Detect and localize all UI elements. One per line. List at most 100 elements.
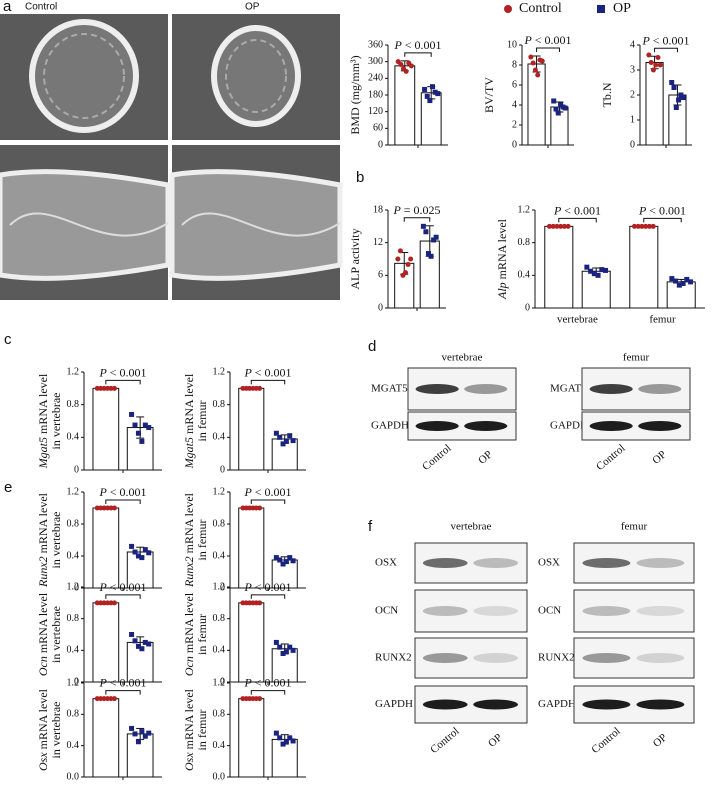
data-point (539, 58, 545, 64)
data-point (108, 385, 114, 391)
significance-bracket (105, 594, 141, 599)
blot-lane-label: OP (650, 449, 668, 467)
data-point (558, 223, 564, 229)
panel-label: f (368, 518, 373, 535)
p-text: < 0.001 (107, 580, 147, 594)
chart: 0 0.4 0.8 1.2 Mgat5 mRNA level in femur P < 0.… (182, 365, 306, 475)
data-point (669, 276, 675, 282)
data-point (591, 271, 597, 277)
significance-bracket (105, 379, 141, 385)
y-tick-label: 0.4 (67, 645, 80, 656)
data-point (588, 268, 594, 274)
bar (238, 602, 265, 683)
image-label: OP (245, 2, 260, 13)
blot-band (473, 606, 519, 616)
blot-row-label: GAPDH (371, 420, 409, 432)
p-symbol: P (98, 485, 107, 499)
bar (92, 387, 120, 471)
y-axis-label: Runx2 mRNA level (36, 492, 50, 588)
chart: 0 0.4 0.8 1.2 Alp mRNA level vertebrae femur P … (495, 203, 705, 326)
bar (581, 270, 611, 309)
blot-title: vertebrae (442, 352, 483, 364)
y-tick-label: 1.2 (67, 677, 80, 688)
data-point (290, 738, 296, 744)
bar (238, 507, 265, 589)
data-point (132, 731, 138, 737)
data-point (528, 54, 534, 60)
significance-bracket (654, 47, 678, 53)
p-symbol: P (243, 675, 252, 689)
data-point (94, 600, 100, 606)
p-text: < 0.001 (252, 580, 292, 594)
p-symbol: P (393, 38, 402, 52)
y-tick-label: 1.2 (518, 204, 531, 215)
p-text: < 0.001 (532, 33, 572, 47)
data-point (290, 558, 296, 564)
significance-bracket (250, 379, 286, 385)
y-axis-label: in femur (195, 401, 209, 442)
data-point (139, 555, 145, 561)
data-point (135, 553, 141, 559)
data-point (562, 105, 568, 111)
panel-label: d (368, 338, 376, 355)
x-tick-label: vertebrae (557, 314, 598, 326)
y-tick-label: 240 (368, 73, 383, 84)
p-value: P < 0.001 (98, 485, 146, 499)
y-tick-label: 0.4 (213, 645, 226, 656)
y-tick-label: 1.2 (213, 486, 226, 497)
blot-frame (573, 589, 695, 633)
y-axis-gene: Osx (36, 752, 50, 771)
data-point (146, 730, 152, 736)
data-point (408, 63, 414, 69)
data-point (135, 643, 141, 649)
y-tick-label: 6 (378, 270, 383, 281)
p-symbol: P (243, 485, 252, 499)
data-point (680, 95, 686, 100)
data-point (405, 261, 411, 267)
data-point (646, 52, 652, 58)
y-tick-label: 0.4 (213, 432, 226, 443)
blot-row-label: RUNX2 (375, 652, 412, 664)
p-text: < 0.001 (252, 365, 292, 379)
data-point (273, 555, 279, 561)
blot-band (638, 421, 682, 431)
data-point (111, 385, 117, 391)
chart: 0 60 120 180 240 300 360 BMD (mg/mm³) P < 0.001 (348, 38, 448, 150)
blot-lane-label: Control (589, 725, 622, 756)
data-point (424, 93, 430, 99)
bar (629, 225, 659, 309)
y-axis-text: mRNA level (182, 688, 196, 752)
y-axis-label: in femur (195, 614, 209, 655)
data-point (530, 60, 536, 66)
p-symbol: P (641, 33, 650, 47)
bar (92, 602, 120, 683)
blot-row-label: GAPDH (375, 698, 413, 710)
y-tick-label: 0.8 (67, 518, 80, 529)
p-text: < 0.001 (107, 485, 147, 499)
y-axis-text: mRNA level (182, 492, 196, 556)
blot-lane-label: OP (486, 732, 504, 750)
y-tick-label: 0.4 (67, 432, 80, 443)
y-tick-label: 300 (368, 56, 383, 67)
y-axis-label: BV/TV (482, 77, 496, 113)
y-tick-label: 1.2 (213, 581, 226, 592)
data-point (430, 84, 436, 90)
y-axis-text: mRNA level (36, 492, 50, 556)
data-point (555, 110, 561, 116)
blot-row-label: RUNX2 (538, 652, 575, 664)
data-point (554, 223, 560, 229)
data-point (283, 739, 289, 745)
blot-row-label: GAPDH (550, 420, 588, 432)
blot-band (415, 384, 459, 394)
chart: 0 0.4 0.8 1.2 Ocn mRNA level in vertebrae P < … (36, 580, 162, 687)
y-tick-label: 0 (378, 302, 383, 313)
y-tick-label: 4 (630, 39, 635, 50)
ct-trabecular (181, 212, 341, 237)
p-symbol: P (392, 203, 401, 217)
blot-row-label: OCN (375, 605, 398, 617)
significance-bracket (403, 217, 431, 222)
blot-band (589, 384, 633, 394)
data-point (422, 86, 428, 92)
y-axis-label: Osx mRNA level (182, 688, 196, 771)
bar (238, 387, 265, 471)
